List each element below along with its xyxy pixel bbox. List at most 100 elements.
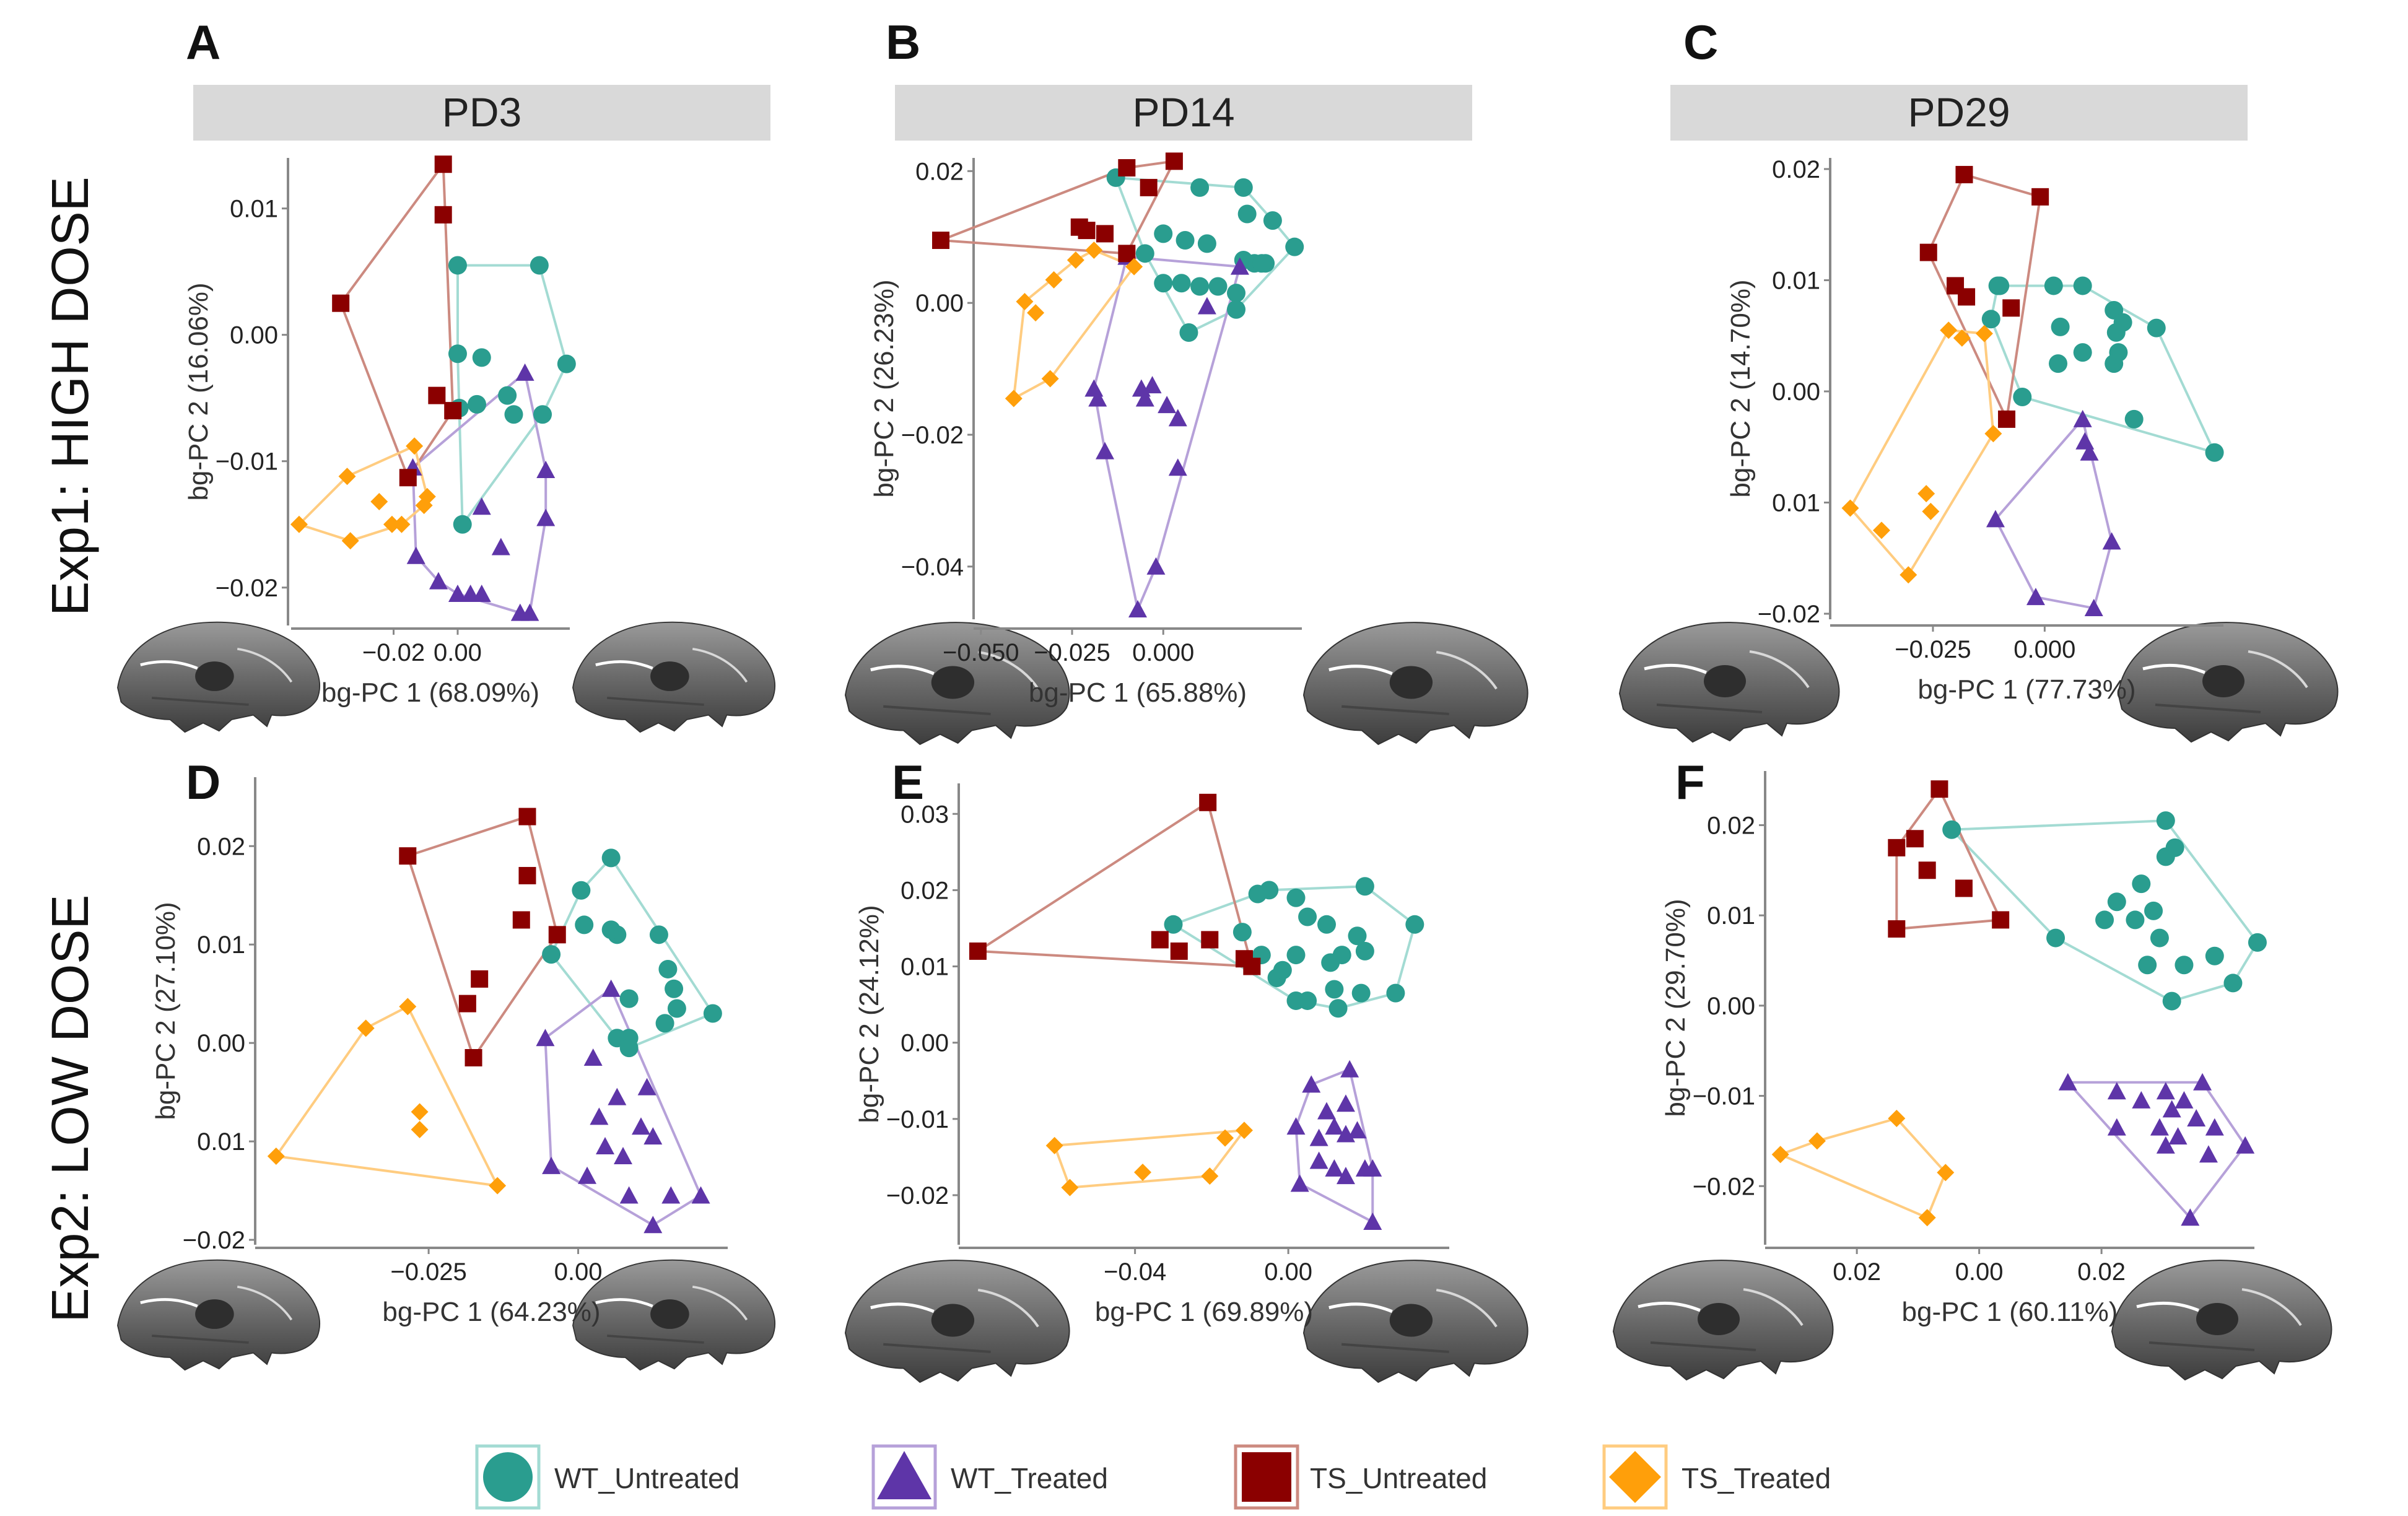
data-point xyxy=(491,538,510,555)
data-point xyxy=(1336,1094,1355,1112)
data-point xyxy=(578,1166,597,1184)
mouse-skull-image xyxy=(118,622,320,732)
data-point xyxy=(1134,1164,1151,1182)
x-axis-label: bg-PC 1 (69.89%) xyxy=(1095,1297,1313,1327)
data-point xyxy=(411,1121,429,1139)
data-point xyxy=(434,206,452,224)
data-point xyxy=(1336,1167,1355,1185)
y-tick-label: −0.02 xyxy=(901,422,964,449)
data-point xyxy=(601,979,621,997)
data-point xyxy=(2049,354,2068,373)
y-tick-label: 0.00 xyxy=(230,322,278,349)
data-point xyxy=(1176,231,1195,250)
data-point xyxy=(2132,1091,2151,1109)
data-point xyxy=(1260,881,1279,900)
convex-hull-wt-treated xyxy=(1994,417,2113,610)
data-point xyxy=(2073,276,2092,295)
convex-hull-ts-treated xyxy=(1779,1117,1947,1219)
data-point xyxy=(1841,499,1859,517)
data-point xyxy=(667,999,686,1018)
data-point xyxy=(1984,425,2002,443)
data-point xyxy=(1172,274,1191,293)
y-tick-label: 0.01 xyxy=(197,931,245,959)
y-tick-label: −0.02 xyxy=(1693,1173,1755,1200)
data-point xyxy=(1981,310,2000,329)
data-point xyxy=(1919,243,1937,261)
legend-item-ts-untreated: TS_Untreated xyxy=(1234,1444,1487,1510)
data-point xyxy=(1992,911,2010,929)
data-point xyxy=(1237,204,1257,224)
mouse-skull-image xyxy=(573,622,775,732)
data-point xyxy=(1084,379,1104,397)
scatter-panel-e: 0.03 0.02 0.01 0.00 −0.01 −0.02 −0.04 0.00 bg-PC… xyxy=(854,783,1449,1327)
data-point xyxy=(2205,443,2224,462)
convex-hull-wt-treated xyxy=(1093,255,1241,611)
data-point xyxy=(1199,793,1217,811)
data-point xyxy=(444,402,462,420)
data-point xyxy=(406,437,424,455)
data-point xyxy=(1078,222,1096,240)
y-tick-label: 0.02 xyxy=(197,833,245,860)
data-point xyxy=(2168,1127,2188,1145)
data-point xyxy=(596,1137,615,1155)
legend-label: TS_Treated xyxy=(1682,1462,1831,1494)
data-point xyxy=(2156,1136,2175,1154)
data-point xyxy=(2046,928,2066,948)
row-label-exp1: Exp1: HIGH DOSE xyxy=(41,176,99,616)
data-point xyxy=(1170,942,1188,960)
data-point xyxy=(471,970,489,988)
data-point xyxy=(1998,410,2016,428)
data-point xyxy=(2107,1082,2126,1100)
data-point xyxy=(2031,188,2049,206)
data-point xyxy=(1197,297,1216,315)
y-tick-label: −0.02 xyxy=(216,575,278,602)
data-point xyxy=(1045,271,1063,289)
data-point xyxy=(2138,956,2157,975)
scatter-panel-a: 0.01 0.00 −0.01 −0.02 −0.02 0.00 bg-PC 1 (68.0… xyxy=(183,155,576,708)
data-point xyxy=(1165,152,1183,170)
data-point xyxy=(2058,1073,2077,1091)
data-point xyxy=(2026,588,2045,606)
data-point xyxy=(1208,277,1228,296)
data-point xyxy=(1118,159,1136,176)
y-tick-label: 0.00 xyxy=(1772,378,1820,406)
data-point xyxy=(1118,245,1136,263)
data-point xyxy=(520,603,539,621)
x-tick-label: −0.025 xyxy=(390,1258,466,1286)
panel-letter-a: A xyxy=(186,15,220,69)
data-point xyxy=(429,572,448,590)
data-point xyxy=(2102,532,2121,550)
data-point xyxy=(655,1014,674,1033)
data-point xyxy=(1325,1159,1344,1177)
mouse-skull-image xyxy=(2112,1260,2331,1380)
y-tick-label: 0.02 xyxy=(915,158,964,185)
data-point xyxy=(1286,946,1306,965)
y-tick-label: 0.02 xyxy=(1707,812,1755,839)
data-point xyxy=(2051,317,2070,336)
data-point xyxy=(1201,1167,1219,1185)
data-point xyxy=(2236,1136,2255,1154)
data-point xyxy=(332,294,350,312)
data-point xyxy=(1286,1117,1306,1135)
panel-letter-b: B xyxy=(886,15,920,69)
data-point xyxy=(643,1127,663,1145)
data-point xyxy=(1888,839,1906,856)
x-tick-label: 0.000 xyxy=(1132,639,1194,666)
x-tick-label: −0.050 xyxy=(943,639,1019,666)
data-point xyxy=(631,1117,650,1135)
data-point xyxy=(1309,1128,1328,1146)
data-point xyxy=(1216,1129,1234,1147)
mouse-skull-image xyxy=(1613,1260,1833,1380)
data-point xyxy=(608,1087,627,1105)
data-point xyxy=(453,515,472,534)
data-point xyxy=(2162,991,2181,1011)
data-point xyxy=(536,461,556,479)
data-point xyxy=(1027,304,1045,322)
data-point xyxy=(1061,1178,1079,1196)
y-tick-label: −0.01 xyxy=(216,448,278,476)
y-axis-label: bg-PC 2 (29.70%) xyxy=(1660,899,1691,1117)
data-point xyxy=(691,1186,710,1204)
data-point xyxy=(2187,1109,2206,1126)
data-point xyxy=(1325,1117,1344,1135)
data-point xyxy=(1363,1159,1382,1177)
